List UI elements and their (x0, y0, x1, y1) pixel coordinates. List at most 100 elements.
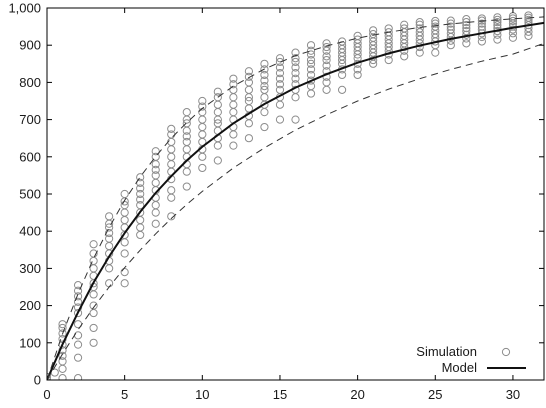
simulation-point (151, 178, 160, 187)
simulation-point (508, 16, 518, 26)
simulation-point (213, 119, 222, 128)
simulation-point (493, 13, 502, 22)
simulation-point (229, 130, 238, 139)
simulation-point (89, 338, 98, 347)
series-layer (47, 11, 544, 380)
simulation-point (167, 186, 176, 195)
simulation-point (167, 193, 176, 202)
simulation-point (369, 26, 378, 35)
simulation-point (291, 93, 300, 102)
simulation-point (105, 234, 114, 243)
simulation-point (105, 241, 114, 251)
simulation-point (213, 93, 222, 102)
simulation-point (477, 22, 486, 31)
simulation-point (322, 52, 331, 61)
simulation-point (151, 171, 160, 180)
simulation-point (275, 54, 285, 63)
simulation-point (291, 115, 300, 124)
x-tick-label: 30 (506, 387, 520, 402)
simulation-point (260, 108, 269, 117)
simulation-point (400, 24, 409, 33)
simulation-point (244, 85, 254, 94)
simulation-point (198, 96, 207, 106)
simulation-point (198, 102, 207, 111)
x-tick-label: 5 (121, 387, 128, 402)
simulation-point (415, 24, 424, 33)
x-tick-label: 10 (195, 387, 209, 402)
simulation-point (151, 165, 160, 174)
simulation-point (213, 156, 222, 165)
simulation-point (337, 70, 347, 80)
simulation-point (58, 357, 67, 366)
simulation-point (120, 189, 129, 199)
confidence-band-line-3 (47, 42, 544, 380)
y-tick-label: 200 (19, 298, 41, 313)
simulation-point (58, 329, 67, 338)
simulation-point (105, 279, 114, 288)
simulation-point (213, 100, 222, 109)
x-tick-label: 25 (428, 387, 442, 402)
simulation-point (105, 223, 114, 232)
simulation-point (244, 78, 254, 87)
simulation-point (260, 85, 269, 94)
simulation-point (275, 74, 285, 83)
axes-layer: 0 5 10 15 20 25 300100200300400500600700800900… (8, 1, 544, 402)
simulation-point (275, 115, 285, 124)
simulation-point (446, 19, 455, 28)
simulation-point (182, 119, 191, 128)
simulation-point (431, 19, 440, 28)
simulation-point (244, 72, 254, 81)
simulation-point (415, 18, 424, 27)
y-tick-label: 400 (19, 224, 41, 239)
simulation-point (275, 69, 285, 78)
simulation-point (260, 82, 269, 91)
simulation-point (524, 11, 533, 20)
simulation-point (151, 160, 160, 169)
simulation-point (353, 35, 362, 44)
simulation-point (462, 39, 471, 48)
simulation-point (89, 308, 98, 318)
y-tick-label: 800 (19, 75, 41, 90)
simulation-point (322, 61, 331, 70)
simulation-point (322, 78, 331, 87)
simulation-point (353, 31, 362, 41)
simulation-point (508, 25, 518, 34)
simulation-point (508, 33, 518, 42)
confidence-band-line-2 (47, 16, 544, 380)
simulation-point (229, 93, 238, 102)
simulation-point (322, 85, 331, 94)
simulation-point (384, 28, 393, 37)
y-tick-label: 1,000 (8, 1, 41, 16)
simulation-point (384, 55, 393, 65)
simulation-point (105, 264, 114, 273)
simulation-point (400, 52, 409, 61)
simulation-point (322, 42, 331, 52)
simulation-point (213, 141, 222, 150)
simulation-point (508, 29, 518, 38)
simulation-point (244, 67, 254, 76)
simulation-point (337, 37, 347, 46)
simulation-point (120, 201, 129, 210)
simulation-point (198, 152, 207, 161)
simulation-point (182, 108, 191, 117)
simulation-point (415, 20, 424, 29)
simulation-point (291, 54, 300, 63)
simulation-point (493, 23, 502, 33)
simulation-point (73, 331, 83, 340)
simulation-point (306, 41, 316, 50)
x-tick-label: 20 (350, 387, 364, 402)
simulation-point (120, 208, 129, 217)
simulation-point (167, 160, 176, 169)
simulation-point (306, 55, 316, 65)
simulation-point (306, 65, 316, 74)
simulation-point (136, 223, 145, 232)
simulation-point (462, 23, 471, 33)
simulation-point (136, 189, 145, 199)
simulation-point (431, 16, 440, 26)
simulation-point (198, 130, 207, 139)
simulation-point (446, 22, 455, 31)
simulation-point (229, 74, 238, 83)
simulation-point (182, 182, 191, 191)
legend: Simulation Model (416, 344, 526, 375)
simulation-point (151, 208, 160, 217)
